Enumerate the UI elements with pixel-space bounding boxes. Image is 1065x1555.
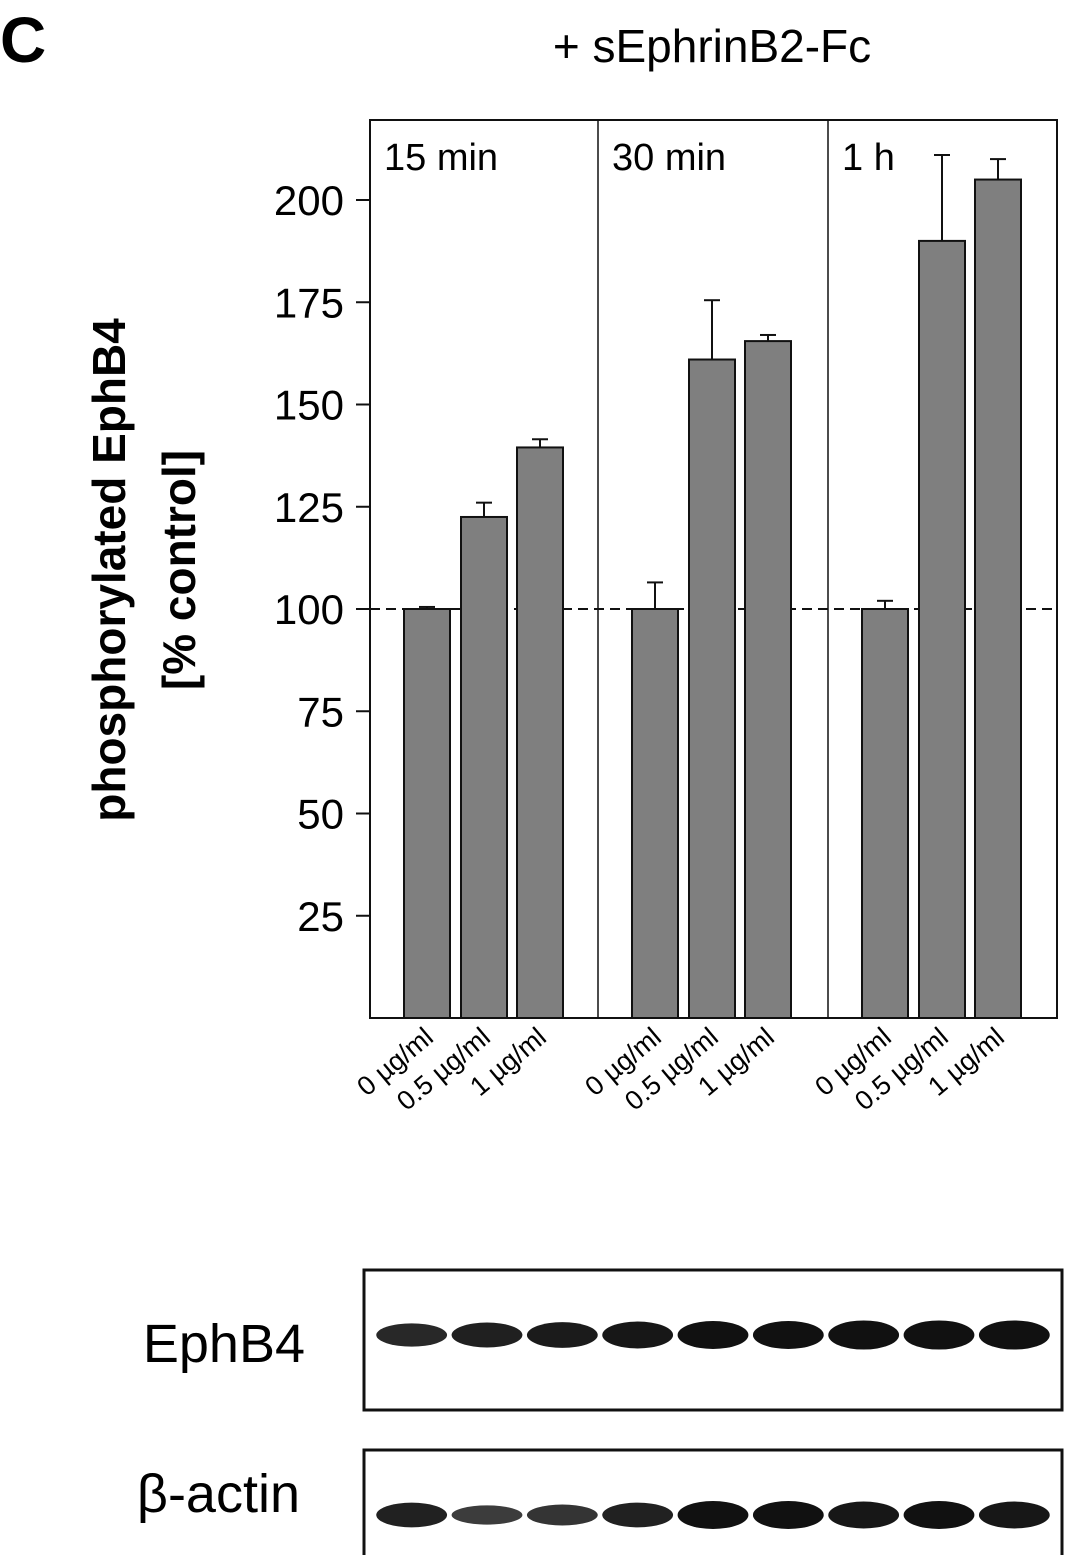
y-tick-label: 200	[274, 177, 344, 224]
group-label: 15 min	[384, 137, 498, 179]
blot-band	[828, 1501, 900, 1529]
y-axis-label-line2: [% control]	[153, 450, 205, 690]
blot-band	[978, 1320, 1050, 1350]
blot-band	[677, 1321, 749, 1349]
blot-band	[451, 1505, 523, 1525]
blot-band	[526, 1504, 598, 1526]
blot-band	[752, 1321, 824, 1349]
blot-band	[978, 1501, 1050, 1529]
blot-band	[752, 1501, 824, 1529]
panel-label: C	[0, 4, 46, 76]
blot-beta-actin: β-actin	[137, 1448, 1064, 1555]
y-tick-label: 75	[297, 688, 344, 735]
y-tick-label: 100	[274, 586, 344, 633]
group-label: 30 min	[612, 137, 726, 179]
group-label: 1 h	[842, 137, 895, 179]
y-axis-label: phosphorylated EphB4 [% control]	[83, 318, 205, 822]
y-tick-label: 25	[297, 893, 344, 940]
western-blots: EphB4 β-actin	[137, 1268, 1064, 1555]
bar	[516, 446, 564, 1019]
blot-band	[376, 1502, 448, 1528]
bar	[403, 608, 451, 1019]
blot-band	[602, 1321, 674, 1349]
bar	[744, 340, 792, 1020]
bar	[631, 608, 679, 1019]
blot-band	[903, 1320, 975, 1350]
bar	[918, 239, 966, 1019]
blot-band	[526, 1322, 598, 1348]
blot-ephb4: EphB4	[143, 1268, 1064, 1412]
blot-band	[602, 1502, 674, 1528]
y-axis-label-line1: phosphorylated EphB4	[83, 318, 135, 822]
bar	[688, 358, 736, 1019]
y-tick-label: 125	[274, 484, 344, 531]
blot-band	[828, 1320, 900, 1350]
blot-band	[677, 1501, 749, 1529]
blot-label: β-actin	[137, 1464, 300, 1524]
bar	[861, 608, 909, 1019]
blot-band	[376, 1323, 448, 1347]
blot-band	[451, 1322, 523, 1348]
bar	[974, 178, 1022, 1020]
y-tick-label: 175	[274, 279, 344, 326]
blot-band	[903, 1501, 975, 1529]
bar	[460, 515, 508, 1019]
blot-label: EphB4	[143, 1314, 305, 1374]
y-tick-label: 50	[297, 791, 344, 838]
chart-title: + sEphrinB2-Fc	[553, 20, 871, 72]
y-tick-label: 150	[274, 382, 344, 429]
